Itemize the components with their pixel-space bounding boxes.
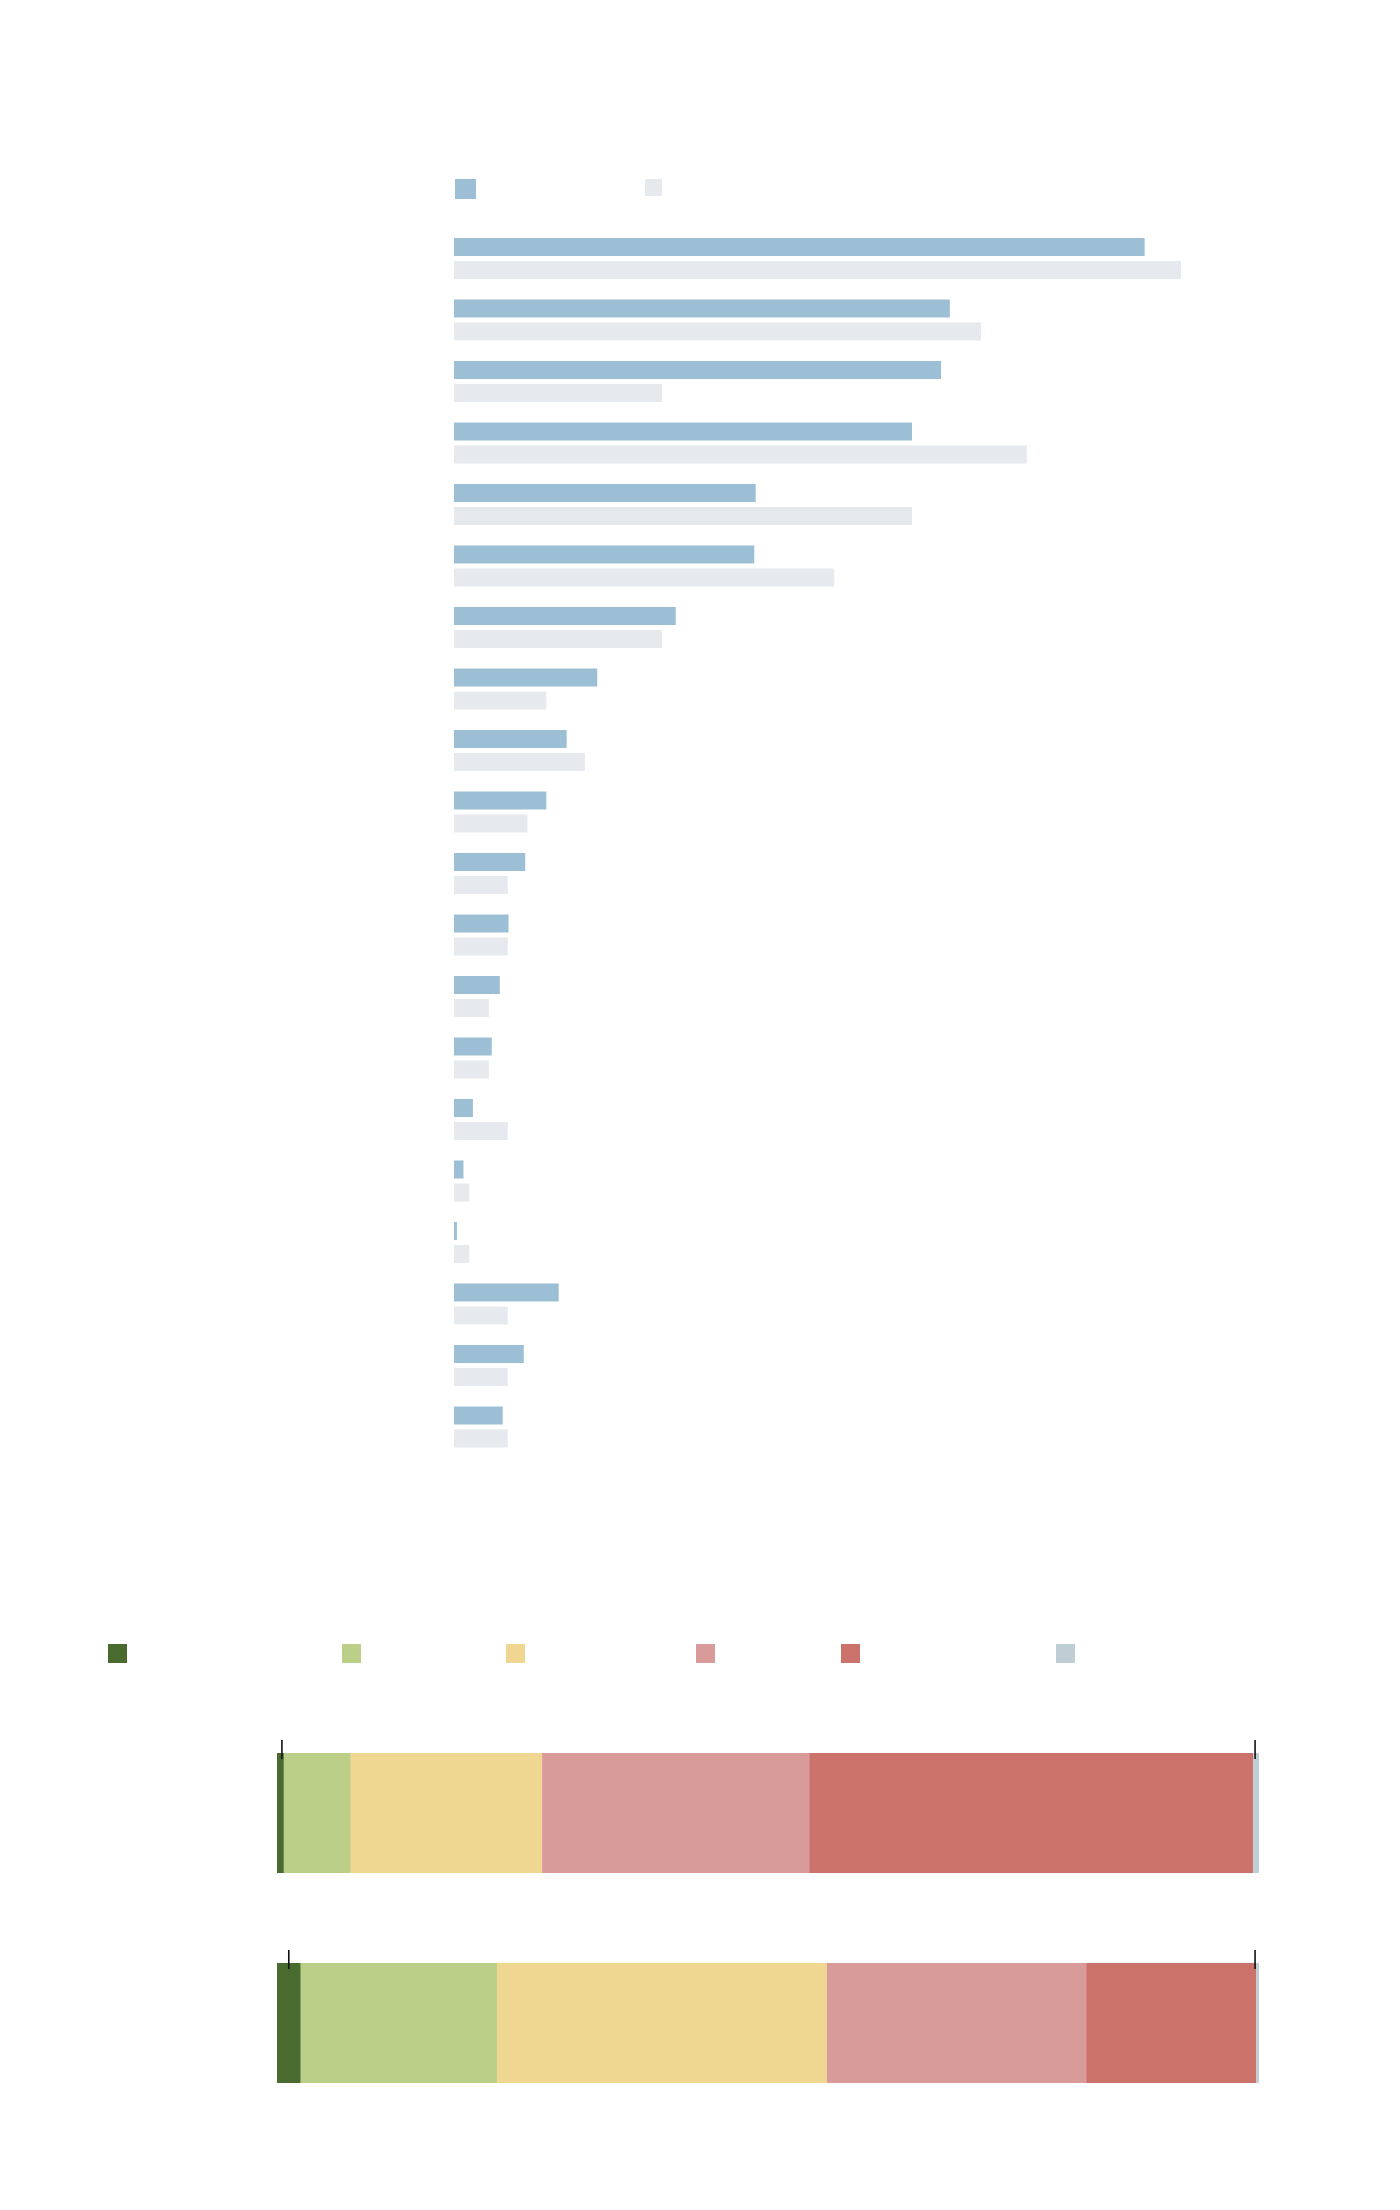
stacked-bar-chart [108,1644,1259,2083]
bar-12-series-1 [454,914,509,933]
legend-swatch-1 [455,179,476,199]
bar-8-series-2 [454,691,547,710]
segment-row-2-series-5 [1086,1963,1257,2083]
bar-6-series-1 [454,545,755,564]
chart1-bars [454,238,1181,1448]
legend-swatch-1 [108,1644,127,1663]
segment-row-2-series-4 [826,1963,1087,2083]
chart2-bars [277,1753,1259,2083]
bar-10-series-1 [454,791,547,810]
bar-2-series-2 [454,322,982,341]
bar-1-series-1 [454,238,1145,256]
bar-4-series-1 [454,422,913,441]
segment-row-2-series-1 [277,1963,301,2083]
bar-8-series-1 [454,668,598,687]
bar-3-series-1 [454,361,942,379]
bar-6-series-2 [454,568,835,587]
chart1-legend [455,179,662,199]
legend-swatch-2 [645,179,662,196]
bar-19-series-2 [454,1368,508,1386]
bar-12-series-2 [454,937,508,956]
segment-row-1-series-3 [350,1753,543,1873]
bar-7-series-1 [454,607,676,625]
segment-row-1-series-2 [283,1753,351,1873]
segment-row-1-series-5 [809,1753,1254,1873]
bar-16-series-2 [454,1183,470,1202]
bar-16-series-1 [454,1160,464,1179]
chart2-legend [108,1644,1075,1663]
bar-17-series-1 [454,1222,457,1240]
segment-row-2-series-2 [300,1963,497,2083]
segment-row-1-series-6 [1253,1753,1259,1873]
bar-3-series-2 [454,384,662,402]
bar-14-series-2 [454,1060,489,1079]
segment-row-2-series-6 [1256,1963,1259,2083]
bar-20-series-2 [454,1429,508,1448]
bar-13-series-2 [454,999,489,1017]
legend-swatch-3 [506,1644,525,1663]
bar-10-series-2 [454,814,528,833]
bar-17-series-2 [454,1245,470,1263]
bar-9-series-1 [454,730,567,748]
bar-14-series-1 [454,1037,492,1056]
bar-9-series-2 [454,753,585,771]
bar-19-series-1 [454,1345,524,1363]
bar-11-series-2 [454,876,508,894]
bar-4-series-2 [454,445,1027,464]
bar-15-series-2 [454,1122,508,1140]
bar-5-series-1 [454,484,756,502]
bar-7-series-2 [454,630,662,648]
bar-1-series-2 [454,261,1181,279]
bar-2-series-1 [454,299,950,318]
bar-5-series-2 [454,507,913,525]
grouped-bar-chart [454,179,1181,1448]
legend-swatch-6 [1056,1644,1075,1663]
bar-20-series-1 [454,1406,503,1425]
segment-row-2-series-3 [496,1963,827,2083]
bar-18-series-2 [454,1306,508,1325]
bar-13-series-1 [454,976,500,994]
bar-18-series-1 [454,1283,559,1302]
bar-11-series-1 [454,853,526,871]
segment-row-1-series-1 [277,1753,284,1873]
chart2-markers [281,1740,1256,1969]
legend-swatch-4 [696,1644,715,1663]
legend-swatch-5 [841,1644,860,1663]
bar-15-series-1 [454,1099,473,1117]
legend-swatch-2 [342,1644,361,1663]
segment-row-1-series-4 [542,1753,810,1873]
